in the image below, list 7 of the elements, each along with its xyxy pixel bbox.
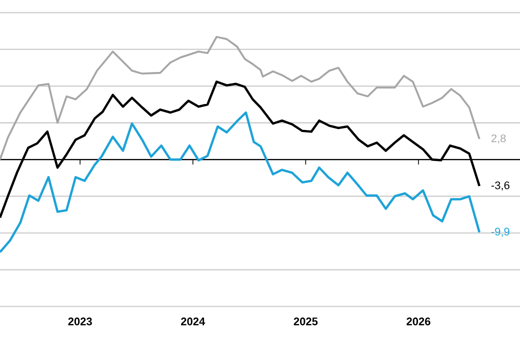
x-tick-label: 2026	[406, 318, 430, 326]
data-label: 2,8	[491, 134, 506, 144]
data-label: -9,9	[491, 228, 510, 237]
x-tick-label: 2024	[181, 318, 206, 326]
x-tick-label: 2025	[294, 318, 318, 326]
data-label: -3,6	[491, 181, 510, 191]
x-tick-label: 2023	[68, 318, 92, 326]
